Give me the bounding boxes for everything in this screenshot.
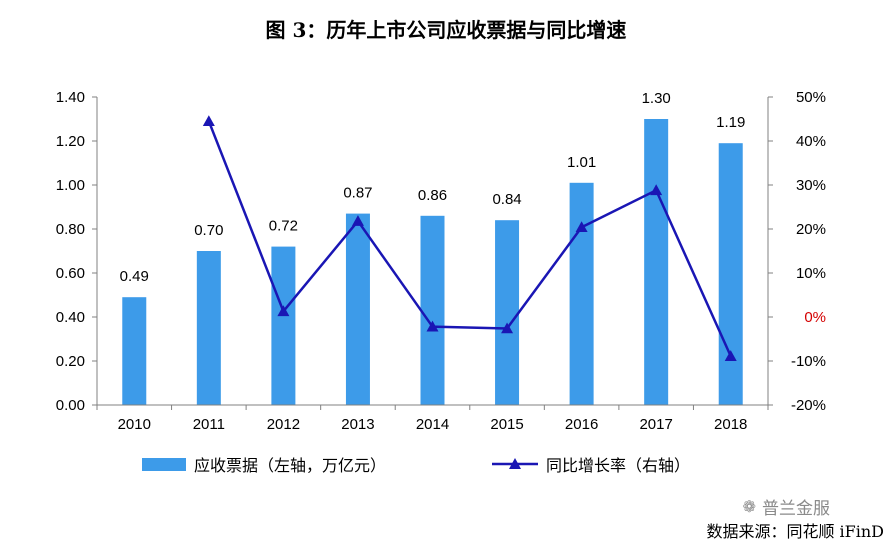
- y-tick-label-right: 30%: [796, 177, 826, 194]
- bar: [644, 119, 669, 405]
- y-tick-label-right: -20%: [791, 397, 826, 414]
- x-tick-label: 2014: [416, 416, 449, 433]
- y-tick-label-right: 40%: [796, 133, 826, 150]
- y-tick-label-right: 50%: [796, 89, 826, 106]
- growth-rate-marker: [351, 215, 364, 226]
- bar: [271, 246, 296, 405]
- bar: [345, 213, 370, 405]
- wechat-icon: ❁: [742, 497, 756, 516]
- y-tick-label-left: 0.20: [56, 353, 85, 370]
- y-tick-label-left: 0.80: [56, 221, 85, 238]
- data-label: 0.84: [492, 191, 521, 208]
- growth-rate-marker: [277, 305, 290, 317]
- y-tick-label-right: -10%: [791, 353, 826, 370]
- bar: [420, 215, 445, 405]
- x-tick-label: 2018: [714, 416, 747, 433]
- legend-marker: [509, 458, 521, 469]
- x-tick-label: 2011: [193, 416, 225, 433]
- data-label: 1.19: [716, 114, 745, 131]
- growth-rate-marker: [650, 184, 663, 196]
- x-tick-label: 2012: [267, 416, 300, 433]
- legend-label-bar: 应收票据（左轴，万亿元）: [194, 456, 387, 475]
- bar: [495, 220, 520, 405]
- legend-line-swatch: [492, 458, 538, 469]
- legend-label-line: 同比增长率（右轴）: [546, 456, 691, 475]
- legend-bar-swatch: [142, 457, 186, 471]
- y-tick-label-right: 0%: [804, 309, 826, 326]
- bar: [122, 297, 147, 405]
- data-label: 0.87: [343, 185, 372, 202]
- y-tick-label-right: 10%: [796, 265, 826, 282]
- y-tick-label-left: 0.00: [56, 397, 85, 414]
- growth-rate-marker: [575, 221, 588, 233]
- x-tick-label: 2010: [118, 416, 151, 433]
- legend-item-bar: 应收票据（左轴，万亿元）: [142, 452, 386, 476]
- data-label: 0.49: [120, 268, 149, 285]
- y-tick-label-right: 20%: [796, 221, 826, 238]
- y-tick-label-left: 1.00: [56, 177, 85, 194]
- x-tick-label: 2016: [565, 416, 598, 433]
- watermark: ❁ 普兰金服: [743, 494, 830, 519]
- chart-title: 图 3：历年上市公司应收票据与同比增速: [265, 18, 627, 42]
- bar: [569, 182, 594, 405]
- data-label: 0.70: [194, 222, 223, 239]
- y-tick-label-left: 1.20: [56, 133, 85, 150]
- data-label: 1.01: [567, 154, 596, 171]
- x-tick-label: 2015: [490, 416, 523, 433]
- legend-item-line: 同比增长率（右轴）: [492, 452, 690, 476]
- data-label: 0.86: [418, 187, 447, 204]
- growth-rate-line: [207, 120, 732, 357]
- y-tick-label-left: 1.40: [56, 89, 85, 106]
- growth-rate-marker: [426, 320, 439, 332]
- data-label: 0.72: [269, 218, 298, 235]
- growth-rate-marker: [724, 350, 737, 361]
- source-note: 数据来源：同花顺 iFinD: [706, 522, 884, 541]
- growth-rate-marker: [501, 322, 514, 334]
- bar: [718, 143, 743, 405]
- bar: [196, 251, 221, 405]
- data-label: 1.30: [642, 90, 671, 107]
- x-tick-label: 2013: [341, 416, 374, 433]
- y-tick-label-left: 0.60: [56, 265, 85, 282]
- growth-rate-marker: [202, 115, 215, 126]
- watermark-text: 普兰金服: [762, 499, 830, 519]
- y-tick-label-left: 0.40: [56, 309, 85, 326]
- x-tick-label: 2017: [639, 416, 672, 433]
